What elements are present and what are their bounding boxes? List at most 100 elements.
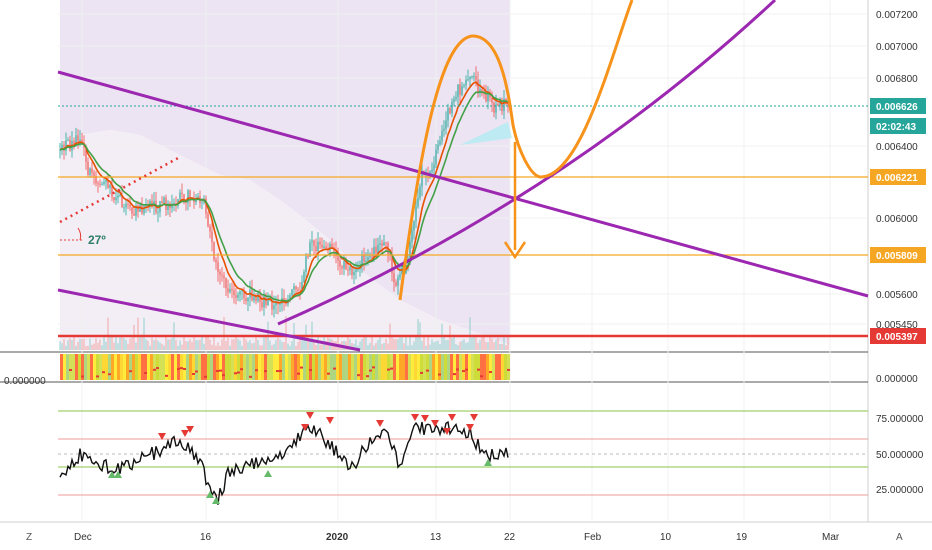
candle-body [245,298,247,302]
candle-body [135,205,137,216]
volume-bar [439,343,441,350]
heatstrip-cell [432,354,435,380]
volume-bar [77,341,79,350]
descending-trendline[interactable] [57,70,869,298]
heatstrip-cell [354,354,357,380]
candle-body [223,275,225,279]
candle-body [301,281,303,291]
candle-body [469,76,471,80]
volume-bar [415,336,417,350]
volume-bar [445,340,447,350]
lower-trendline[interactable] [57,288,361,352]
volume-bar [259,345,261,350]
volume-bar [129,338,131,350]
heatstrip-cell [273,354,276,380]
candle-body [331,243,333,248]
volume-bar [251,343,253,350]
ascending-curve[interactable] [277,0,777,326]
volume-bar [71,339,73,350]
triangle-pattern[interactable] [460,122,512,145]
candle-body [151,200,153,207]
heatstrip-cell [324,354,327,380]
heatstrip-cell [234,354,237,380]
heatstrip-cell [498,354,501,380]
heatstrip-mark [96,375,99,378]
candle-body [437,144,439,150]
volume-bar [379,337,381,350]
heatstrip-cell [99,354,102,380]
time-tick: Feb [584,532,602,543]
volume-bar [101,345,103,350]
heatstrip-cell [399,354,402,380]
candle-body [133,213,135,216]
heatstrip-mark [195,370,198,373]
candle-body [419,186,421,198]
volume-bar [149,345,151,350]
price-tick: 0.006800 [876,74,918,85]
candle-body [307,256,309,258]
volume-bar [75,345,77,350]
candle-body [207,213,209,227]
volume-bar [123,338,125,350]
heatstrip-cell [144,354,147,380]
volume-bar [171,338,173,350]
current-price-label: 0.006626 [876,102,918,113]
volume-bar [299,337,301,350]
volume-bar [197,340,199,350]
heatstrip-mark [69,369,72,372]
candle-body [289,295,291,300]
heatstrip-mark [144,372,147,375]
sell-marker [301,424,309,431]
time-axis: Dec 16 2020 13 22 Feb 10 19 Mar [74,532,840,543]
time-tick: 22 [504,532,516,543]
heatstrip-cell [471,354,474,380]
candle-body [291,289,293,296]
volume-bar [467,342,469,350]
volume-bar [147,340,149,350]
price-badges: 0.006626 02:02:43 0.006221 0.005809 0.00… [870,98,926,344]
heatstrip-cell [81,354,84,380]
candle-body [295,286,297,290]
candle-body [143,206,145,214]
heatstrip-cell [495,354,498,380]
heatstrip-mark [129,370,132,373]
volume-bar [495,339,497,350]
heatstrip-mark [333,367,336,370]
auto-scale-button[interactable]: A [896,532,903,543]
projection-curve[interactable] [398,0,634,301]
zoom-reset-button[interactable]: Z [26,532,32,543]
candle-body [253,295,255,301]
volume-bar [155,338,157,350]
time-tick: Mar [822,532,840,543]
heatstrip-cell [501,354,504,380]
candle-body [409,241,411,259]
candle-body [443,128,445,131]
volume-bar [105,341,107,350]
volume-bar [179,340,181,350]
angle-arc [77,227,82,241]
volume-bar [337,336,339,350]
candle-body [413,220,415,231]
heatstrip-cell [342,354,345,380]
heatstrip-cell [435,354,438,380]
volume-bar [457,345,459,350]
heatstrip-mark [240,368,243,371]
volume-bar [453,336,455,350]
volume-bar [449,325,451,350]
candle-body [87,161,89,175]
candle-body [355,269,357,272]
angle-label: 27º [88,233,106,247]
heatstrip-mark [183,367,186,370]
heatstrip-cell [351,354,354,380]
candle-body [503,99,505,112]
volume-bar [213,336,215,350]
heatstrip-cell [474,354,477,380]
candle-body [161,201,163,203]
volume-bar [451,338,453,350]
time-tick: 19 [736,532,748,543]
volume-bar [263,336,265,350]
volume-bar [423,336,425,350]
volume-bar [411,345,413,350]
heatstrip-cell [282,354,285,380]
